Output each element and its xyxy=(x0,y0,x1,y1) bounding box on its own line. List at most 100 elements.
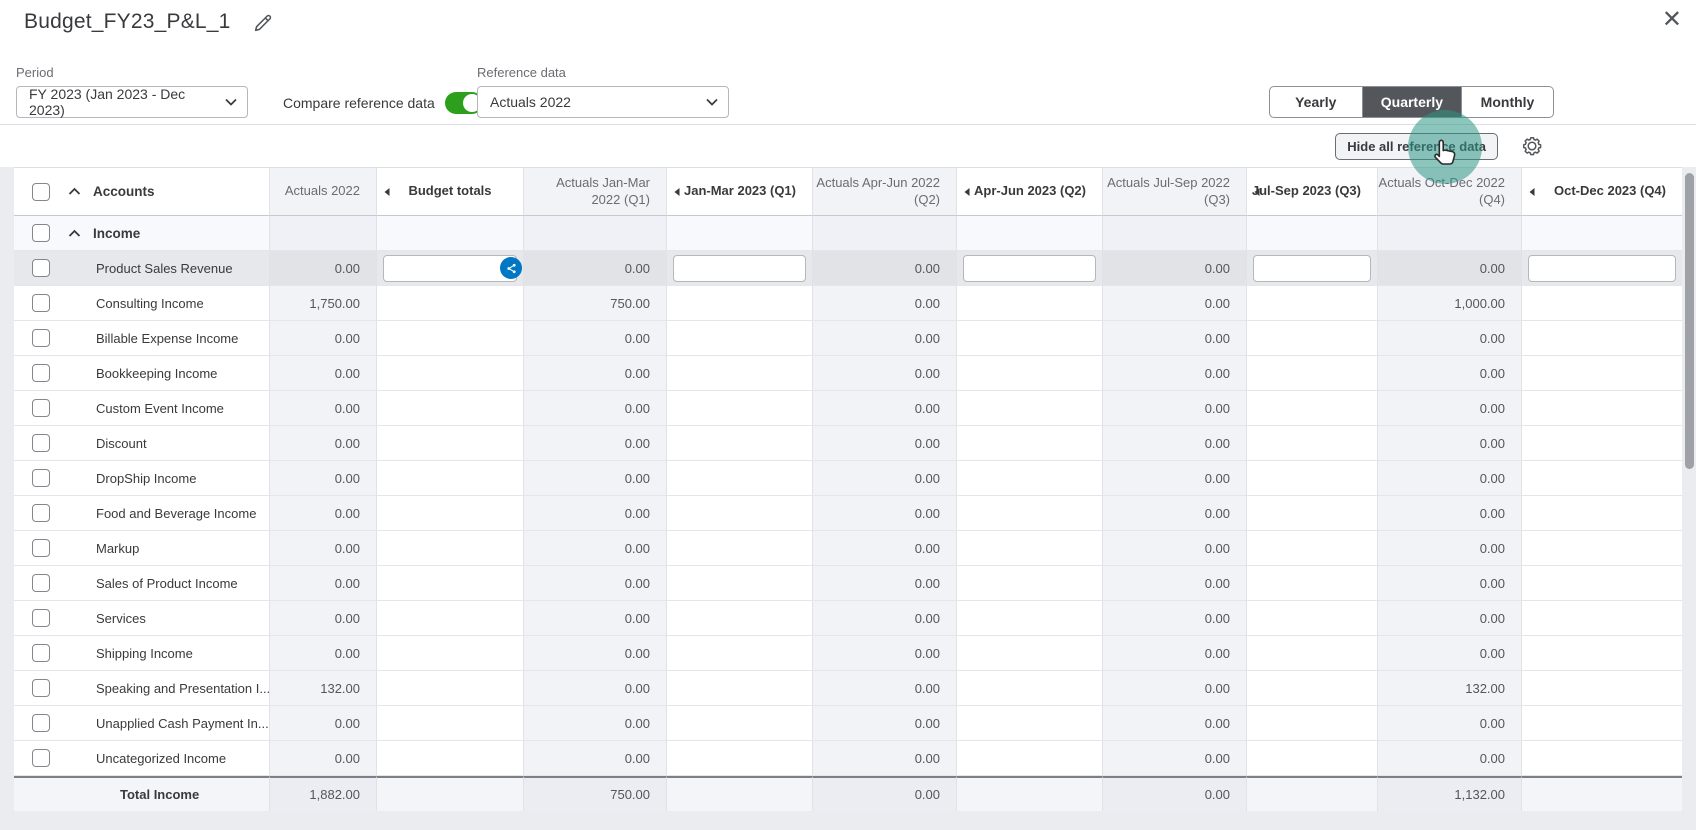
account-name: Bookkeeping Income xyxy=(68,356,269,391)
cell-actuals_2022: 0.00 xyxy=(269,391,377,426)
scrollbar-thumb[interactable] xyxy=(1685,173,1694,469)
cell-actuals_q3: 0.00 xyxy=(1102,426,1247,461)
chevron-up-icon[interactable] xyxy=(68,229,81,238)
table-header-row: Accounts Actuals 2022 Budget totals Actuals… xyxy=(14,168,1682,216)
cell-actuals_q3: 0.00 xyxy=(1102,286,1247,321)
gear-icon[interactable] xyxy=(1520,134,1544,158)
budget-input-budget_totals[interactable] xyxy=(383,254,517,282)
period-label: Period xyxy=(16,65,54,80)
select-all-checkbox[interactable] xyxy=(32,182,50,201)
cell-actuals_q1: 0.00 xyxy=(523,426,667,461)
cell-q4_2023 xyxy=(1522,531,1682,566)
budget-cell-q2_2023 xyxy=(957,251,1102,286)
edit-title-button[interactable] xyxy=(252,12,274,34)
cell-actuals_q3: 0.00 xyxy=(1102,566,1247,601)
cell-actuals_q2: 0.00 xyxy=(812,356,957,391)
cell-actuals_2022: 0.00 xyxy=(269,601,377,636)
chevron-down-icon xyxy=(706,98,718,106)
cell-q2_2023 xyxy=(957,671,1102,706)
budget-input-q4_2023[interactable] xyxy=(1528,254,1676,282)
cell-q2_2023 xyxy=(957,321,1102,356)
cell-q3_2023 xyxy=(1247,496,1377,531)
column-header-label: Actuals Oct-Dec 2022 (Q4) xyxy=(1378,174,1505,207)
row-checkbox[interactable] xyxy=(32,714,50,732)
cell-q2_2023 xyxy=(957,566,1102,601)
close-icon[interactable]: ✕ xyxy=(1661,6,1682,33)
row-checkbox[interactable] xyxy=(32,749,50,767)
cell-q1_2023 xyxy=(667,286,812,321)
cell-actuals_q1: 0.00 xyxy=(523,531,667,566)
row-checkbox[interactable] xyxy=(32,469,50,487)
budget-input-q3_2023[interactable] xyxy=(1253,254,1371,282)
account-name: Discount xyxy=(68,426,269,461)
cell-q4_2023 xyxy=(1522,356,1682,391)
period-select[interactable]: FY 2023 (Jan 2023 - Dec 2023) xyxy=(16,86,248,118)
account-name: Product Sales Revenue xyxy=(68,251,269,286)
hide-all-reference-data-button[interactable]: Hide all reference data xyxy=(1335,133,1498,160)
cell-budget_totals xyxy=(377,566,523,601)
cell-actuals_q1: 0.00 xyxy=(523,601,667,636)
row-checkbox[interactable] xyxy=(32,609,50,627)
cell-q3_2023 xyxy=(1247,426,1377,461)
row-checkbox[interactable] xyxy=(32,399,50,417)
total-cell-actuals_q2: 0.00 xyxy=(812,776,957,811)
collapse-column-icon[interactable] xyxy=(672,187,682,197)
table-row: Unapplied Cash Payment In... 0.00 0.00 0.00… xyxy=(14,706,1682,741)
tab-yearly[interactable]: Yearly xyxy=(1295,94,1337,110)
cell-budget_totals xyxy=(377,741,523,776)
collapse-column-icon[interactable] xyxy=(1527,187,1537,197)
reference-data-label: Reference data xyxy=(477,65,566,80)
row-checkbox[interactable] xyxy=(32,294,50,312)
cell-q4_2023 xyxy=(1522,706,1682,741)
column-header-label: Apr-Jun 2023 (Q2) xyxy=(974,183,1086,199)
compare-reference-toggle[interactable] xyxy=(444,92,483,114)
reference-data-select[interactable]: Actuals 2022 xyxy=(477,86,729,118)
column-header-label: Jan-Mar 2023 (Q1) xyxy=(684,183,796,199)
cell-budget_totals xyxy=(377,461,523,496)
view-interval-tabs: Yearly Quarterly Monthly xyxy=(1268,86,1554,118)
row-checkbox[interactable] xyxy=(32,259,50,277)
period-select-value: FY 2023 (Jan 2023 - Dec 2023) xyxy=(29,86,186,118)
collapse-column-icon[interactable] xyxy=(962,187,972,197)
total-cell-actuals_q1: 750.00 xyxy=(523,776,667,811)
cell-actuals_q1: 0.00 xyxy=(523,566,667,601)
compare-reference-control: Compare reference data xyxy=(283,92,483,114)
account-name: Food and Beverage Income xyxy=(68,496,269,531)
column-header-accounts: Accounts xyxy=(68,168,269,216)
cell-q2_2023 xyxy=(957,391,1102,426)
column-header-label: Actuals Jan-Mar 2022 (Q1) xyxy=(556,174,650,207)
cell-q1_2023 xyxy=(667,706,812,741)
cell-budget_totals xyxy=(377,601,523,636)
tab-quarterly[interactable]: Quarterly xyxy=(1361,87,1461,117)
row-checkbox[interactable] xyxy=(32,504,50,522)
row-checkbox[interactable] xyxy=(32,329,50,347)
share-distribute-icon[interactable] xyxy=(500,257,522,279)
cell-actuals_q2: 0.00 xyxy=(812,391,957,426)
column-header-q3_2023: Jul-Sep 2023 (Q3) xyxy=(1247,168,1377,216)
collapse-column-icon[interactable] xyxy=(382,187,392,197)
row-checkbox[interactable] xyxy=(32,364,50,382)
table-row: Sales of Product Income 0.00 0.00 0.00 0.00 0… xyxy=(14,566,1682,601)
collapse-column-icon[interactable] xyxy=(1252,187,1262,197)
cell-actuals_q4: 1,000.00 xyxy=(1377,286,1522,321)
table-row: Discount 0.00 0.00 0.00 0.00 0.00 xyxy=(14,426,1682,461)
budget-cell-q4_2023 xyxy=(1522,251,1682,286)
row-checkbox[interactable] xyxy=(32,539,50,557)
chevron-up-icon[interactable] xyxy=(68,187,81,196)
cell-q3_2023 xyxy=(1247,601,1377,636)
cell-budget_totals xyxy=(377,426,523,461)
group-row-checkbox[interactable] xyxy=(32,224,50,242)
row-checkbox[interactable] xyxy=(32,434,50,452)
cell-q2_2023 xyxy=(957,496,1102,531)
cell-actuals_q4: 0.00 xyxy=(1377,601,1522,636)
row-checkbox[interactable] xyxy=(32,679,50,697)
row-checkbox[interactable] xyxy=(32,574,50,592)
tab-monthly[interactable]: Monthly xyxy=(1461,87,1553,117)
cell-actuals_2022: 0.00 xyxy=(269,741,377,776)
budget-input-q1_2023[interactable] xyxy=(673,254,806,282)
row-checkbox[interactable] xyxy=(32,644,50,662)
cell-actuals_q1: 0.00 xyxy=(523,321,667,356)
vertical-scrollbar[interactable] xyxy=(1685,171,1695,830)
budget-input-q2_2023[interactable] xyxy=(963,254,1096,282)
account-name: Sales of Product Income xyxy=(68,566,269,601)
